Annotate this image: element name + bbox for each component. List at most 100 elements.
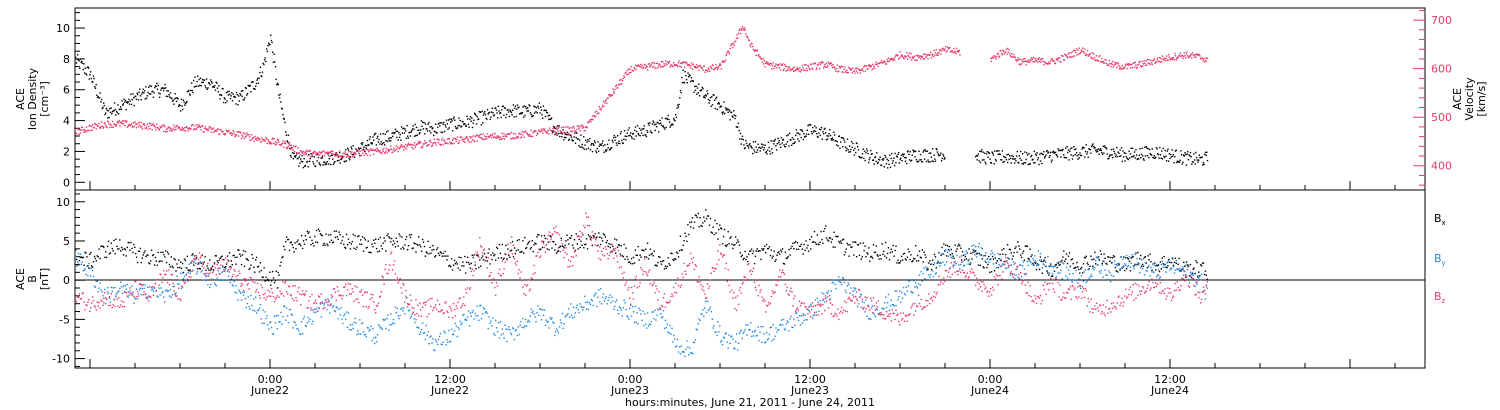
density-point bbox=[876, 152, 878, 154]
density-point bbox=[163, 87, 165, 89]
velocity-point bbox=[718, 64, 720, 66]
by-point bbox=[262, 309, 264, 311]
bx-point bbox=[1110, 256, 1112, 259]
bx-point bbox=[459, 269, 461, 271]
density-point bbox=[993, 163, 995, 165]
bx-point bbox=[443, 255, 445, 257]
velocity-point bbox=[227, 131, 229, 133]
density-point bbox=[197, 75, 199, 77]
density-point bbox=[1110, 154, 1112, 156]
density-point bbox=[806, 129, 808, 131]
by-point bbox=[467, 310, 470, 312]
bx-point bbox=[273, 281, 276, 284]
velocity-point bbox=[420, 142, 422, 144]
density-point bbox=[931, 160, 933, 162]
density-tick-label: 10 bbox=[56, 22, 70, 35]
by-point bbox=[377, 324, 380, 326]
by-point bbox=[312, 320, 314, 322]
density-point bbox=[1025, 158, 1027, 161]
density-point bbox=[187, 90, 189, 93]
bx-point bbox=[788, 248, 790, 251]
by-point bbox=[450, 328, 453, 331]
velocity-point bbox=[555, 126, 558, 128]
density-point bbox=[844, 146, 847, 148]
by-point bbox=[449, 341, 451, 343]
bx-point bbox=[961, 251, 964, 253]
velocity-point bbox=[447, 143, 449, 145]
bx-point bbox=[887, 247, 890, 249]
velocity-point bbox=[921, 55, 924, 57]
velocity-point bbox=[101, 125, 103, 127]
bx-point bbox=[900, 255, 903, 258]
density-point bbox=[615, 142, 618, 144]
density-point bbox=[529, 112, 532, 114]
by-point bbox=[160, 287, 162, 289]
velocity-point bbox=[1082, 50, 1085, 53]
bx-point bbox=[692, 227, 695, 229]
density-point bbox=[981, 149, 983, 151]
bx-point bbox=[244, 250, 247, 253]
density-point bbox=[113, 109, 115, 112]
density-point bbox=[339, 162, 341, 164]
bx-point bbox=[1116, 270, 1118, 273]
bx-point bbox=[750, 250, 752, 252]
velocity-point bbox=[146, 123, 148, 126]
by-point bbox=[249, 308, 251, 310]
density-point bbox=[725, 109, 727, 111]
density-point bbox=[542, 117, 544, 119]
density-point bbox=[526, 110, 528, 112]
density-point bbox=[1118, 155, 1121, 157]
density-point bbox=[288, 142, 290, 144]
density-point bbox=[898, 151, 900, 154]
bx-point bbox=[1130, 257, 1132, 259]
density-point bbox=[1087, 156, 1089, 158]
density-point bbox=[883, 166, 885, 168]
bx-point bbox=[461, 265, 463, 267]
velocity-point bbox=[403, 149, 405, 151]
by-point bbox=[465, 319, 468, 321]
velocity-point bbox=[375, 148, 377, 151]
velocity-point bbox=[770, 63, 772, 65]
density-point bbox=[412, 125, 414, 127]
density-point bbox=[545, 109, 547, 112]
density-point bbox=[323, 161, 326, 163]
by-point bbox=[161, 292, 163, 294]
density-point bbox=[145, 97, 148, 99]
velocity-point bbox=[514, 133, 517, 135]
density-point bbox=[77, 54, 79, 56]
velocity-point bbox=[314, 150, 316, 153]
bx-point bbox=[247, 259, 249, 262]
density-point bbox=[985, 163, 987, 165]
density-point bbox=[456, 127, 459, 129]
bx-point bbox=[863, 249, 865, 252]
density-point bbox=[538, 107, 540, 109]
velocity-point bbox=[1154, 62, 1156, 64]
density-point bbox=[984, 161, 986, 163]
field-tick-label: 5 bbox=[63, 235, 70, 248]
density-point bbox=[820, 126, 823, 129]
velocity-point bbox=[1133, 66, 1136, 68]
density-point bbox=[99, 92, 101, 94]
density-point bbox=[165, 87, 167, 89]
velocity-point bbox=[884, 61, 886, 63]
density-point bbox=[598, 150, 600, 152]
velocity-point bbox=[91, 129, 93, 132]
bx-point bbox=[993, 270, 996, 272]
bx-point bbox=[729, 237, 731, 239]
density-point bbox=[280, 107, 283, 109]
bx-point bbox=[833, 231, 835, 233]
bx-point bbox=[809, 238, 811, 241]
density-point bbox=[390, 140, 392, 142]
density-point bbox=[216, 82, 218, 84]
by-point bbox=[491, 325, 493, 327]
by-point bbox=[180, 287, 183, 290]
density-point bbox=[936, 151, 939, 153]
bx-point bbox=[576, 243, 578, 245]
velocity-point bbox=[916, 59, 918, 62]
density-point bbox=[812, 126, 814, 129]
density-point bbox=[222, 88, 224, 90]
bx-point bbox=[1185, 261, 1188, 263]
density-point bbox=[525, 106, 527, 108]
velocity-point bbox=[165, 128, 168, 131]
velocity-point bbox=[1109, 62, 1111, 65]
